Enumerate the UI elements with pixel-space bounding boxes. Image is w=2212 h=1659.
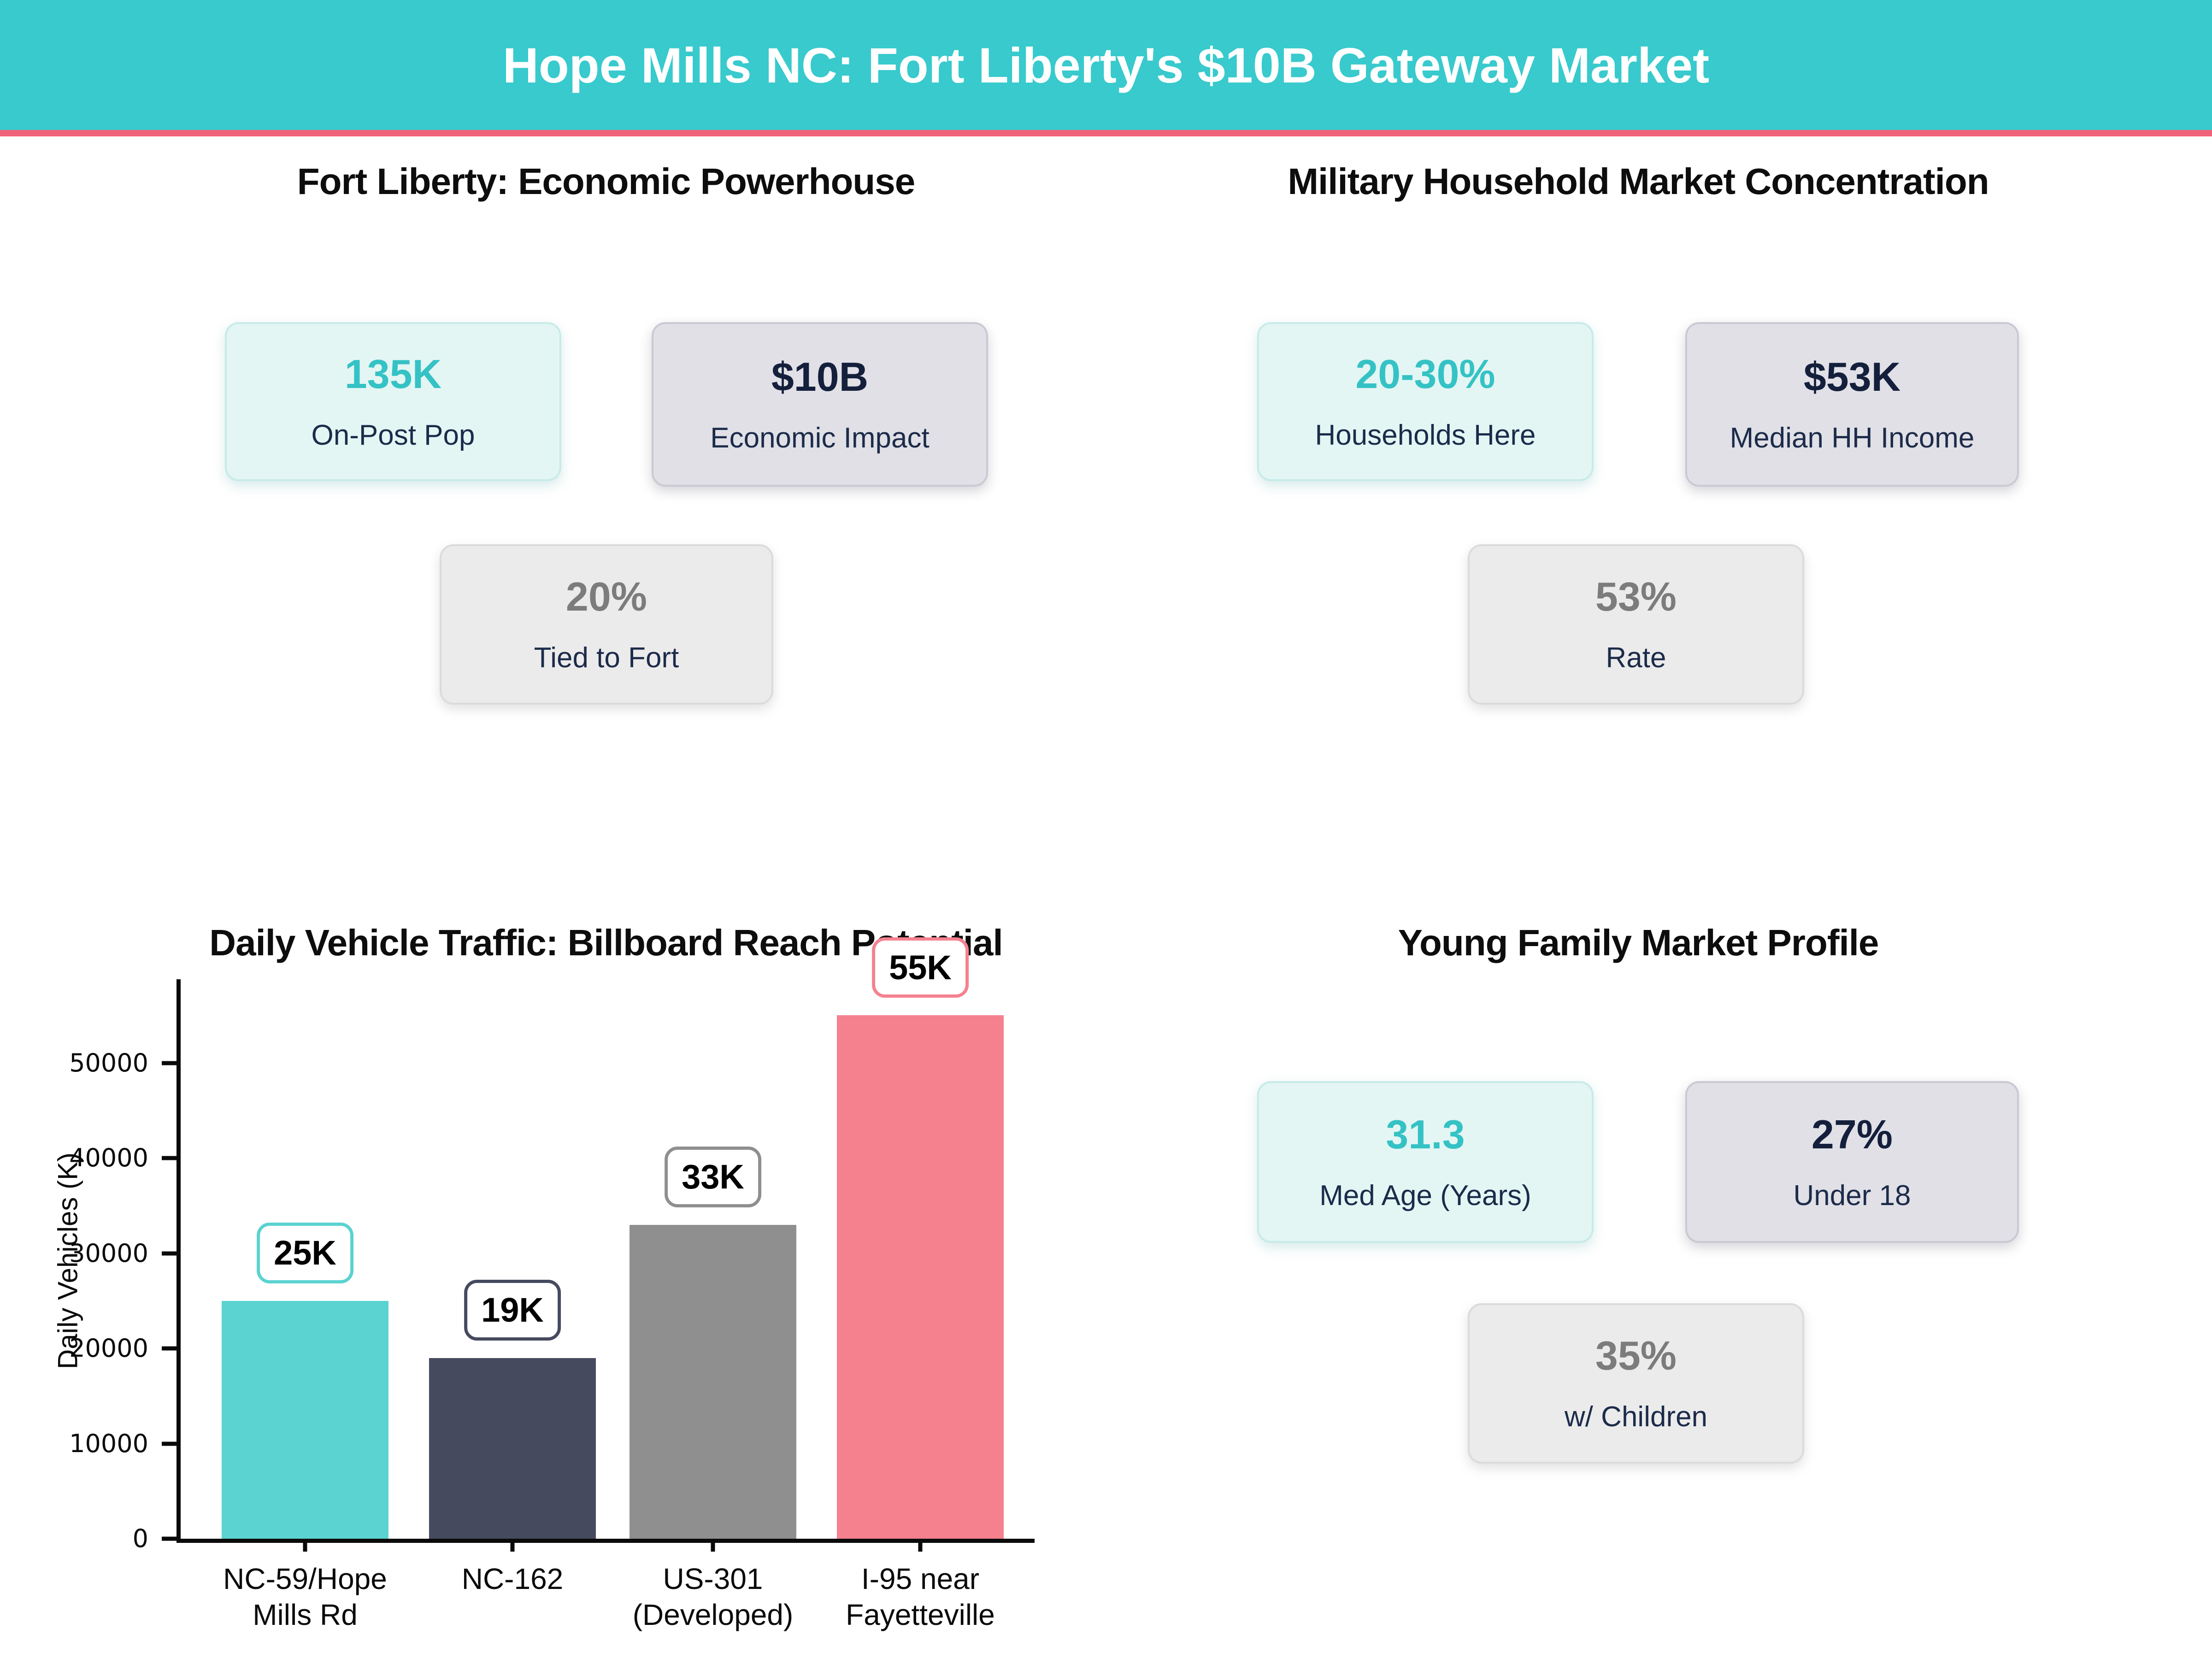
stat-label: Median HH Income [1730, 422, 1975, 454]
stat-card-rate: 53% Rate [1468, 544, 1804, 705]
stat-card-households-here: 20-30% Households Here [1257, 322, 1594, 481]
y-tick-label: 0 [132, 1524, 148, 1553]
x-tick-label: US-301 (Developed) [632, 1562, 794, 1632]
x-tick-mark [711, 1539, 715, 1552]
stat-label: Tied to Fort [534, 642, 679, 674]
x-tick-label: NC-162 [461, 1562, 564, 1595]
traffic-bar [837, 1015, 1004, 1539]
traffic-bar [629, 1224, 796, 1539]
stat-label: On-Post Pop [311, 419, 475, 451]
y-tick-label: 40000 [69, 1143, 148, 1173]
y-tick-mark [162, 1156, 176, 1160]
bar-value-badge: 25K [257, 1223, 353, 1283]
stat-card-economic-impact: $10B Economic Impact [652, 322, 988, 487]
section-military-household: Military Household Market Concentration … [1106, 136, 2212, 830]
traffic-bar [222, 1300, 388, 1539]
chart-title: Daily Vehicle Traffic: Billboard Reach P… [209, 922, 1003, 963]
stat-value: 135K [344, 351, 442, 397]
y-tick-mark [162, 1251, 176, 1256]
stat-value: $10B [771, 353, 869, 400]
stat-label: Households Here [1315, 419, 1536, 451]
stat-value: 53% [1595, 574, 1677, 619]
stat-card-med-age: 31.3 Med Age (Years) [1257, 1081, 1594, 1243]
header-banner: Hope Mills NC: Fort Liberty's $10B Gatew… [0, 0, 2212, 130]
section-young-family: Young Family Market Profile 31.3 Med Age… [1106, 830, 2212, 1659]
stat-value: 20% [565, 574, 647, 619]
x-tick-mark [303, 1539, 307, 1552]
y-tick-label: 10000 [69, 1429, 148, 1458]
section-traffic-chart: Daily Vehicle Traffic: Billboard Reach P… [0, 830, 1106, 1659]
x-tick-mark [510, 1539, 515, 1552]
x-tick-label: NC-59/Hope Mills Rd [223, 1562, 387, 1632]
stat-label: Under 18 [1793, 1179, 1911, 1212]
plot-area: Daily Vehicles (K) 0 10000 20000 30000 40000… [53, 937, 1035, 1631]
y-tick-mark [162, 1441, 176, 1446]
x-tick-mark [918, 1539, 923, 1552]
stat-value: 31.3 [1386, 1111, 1465, 1157]
stat-value: 27% [1811, 1111, 1893, 1157]
stat-card-on-post-pop: 135K On-Post Pop [225, 322, 561, 481]
stat-label: Rate [1606, 642, 1666, 674]
section-title-fort-liberty: Fort Liberty: Economic Powerhouse [297, 161, 916, 202]
y-tick-mark [162, 1346, 176, 1351]
stat-card-median-hh-income: $53K Median HH Income [1685, 322, 2019, 487]
stat-value: 35% [1595, 1333, 1677, 1378]
stat-card-w-children: 35% w/ Children [1468, 1303, 1804, 1464]
bar-value-badge: 33K [665, 1147, 761, 1207]
bar-value-badge: 19K [464, 1280, 561, 1341]
y-tick-mark [162, 1536, 176, 1541]
stat-label: Med Age (Years) [1319, 1179, 1531, 1212]
stat-card-tied-to-fort: 20% Tied to Fort [440, 544, 773, 705]
stat-label: Economic Impact [710, 422, 930, 454]
x-tick-label: I-95 near Fayetteville [846, 1562, 995, 1632]
stat-value: 20-30% [1355, 351, 1495, 397]
header-accent-line [0, 130, 2212, 136]
section-title-young-family: Young Family Market Profile [1398, 922, 1879, 963]
traffic-bar [429, 1358, 596, 1539]
bar-value-badge: 55K [872, 937, 969, 998]
stat-label: w/ Children [1564, 1401, 1708, 1433]
y-tick-label: 50000 [69, 1048, 148, 1077]
section-fort-liberty: Fort Liberty: Economic Powerhouse 135K O… [0, 136, 1106, 830]
y-tick-label: 30000 [69, 1238, 148, 1268]
stat-card-under-18: 27% Under 18 [1685, 1081, 2019, 1243]
y-tick-label: 20000 [69, 1334, 148, 1363]
stat-value: $53K [1803, 353, 1901, 400]
page-title: Hope Mills NC: Fort Liberty's $10B Gatew… [502, 37, 1710, 93]
section-title-military-household: Military Household Market Concentration [1288, 161, 1989, 202]
y-tick-mark [162, 1061, 176, 1065]
